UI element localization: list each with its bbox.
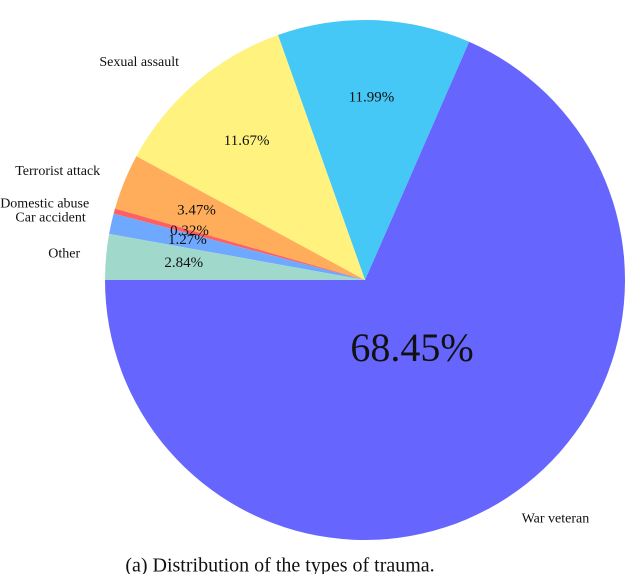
slice-label: Sexual assault xyxy=(99,55,179,70)
pie-slice xyxy=(277,19,470,280)
slice-label: Car accident xyxy=(15,210,85,225)
slice-label: Other xyxy=(48,247,80,262)
caption: (a) Distribution of the types of trauma. xyxy=(125,555,434,574)
slice-label: Plane crash xyxy=(343,0,407,1)
pie-slice xyxy=(136,34,365,280)
slice-label: Terrorist attack xyxy=(15,164,100,179)
pct-label: 11.67% xyxy=(224,133,270,149)
pie-slice xyxy=(105,41,625,540)
pie-slice xyxy=(113,208,365,280)
pct-label: 0.32% xyxy=(170,223,209,239)
pie-slice xyxy=(105,233,365,280)
pct-label: 2.84% xyxy=(164,255,203,271)
pie-slice xyxy=(109,213,365,280)
pct-label: 3.47% xyxy=(177,203,216,219)
pct-label: 11.99% xyxy=(349,90,395,106)
pct-label: 68.45% xyxy=(350,325,473,370)
pie-slice xyxy=(115,156,365,280)
slice-label: Domestic abuse xyxy=(0,196,89,211)
pct-label: 1.27% xyxy=(168,232,207,248)
slice-label: War veteran xyxy=(522,512,590,527)
